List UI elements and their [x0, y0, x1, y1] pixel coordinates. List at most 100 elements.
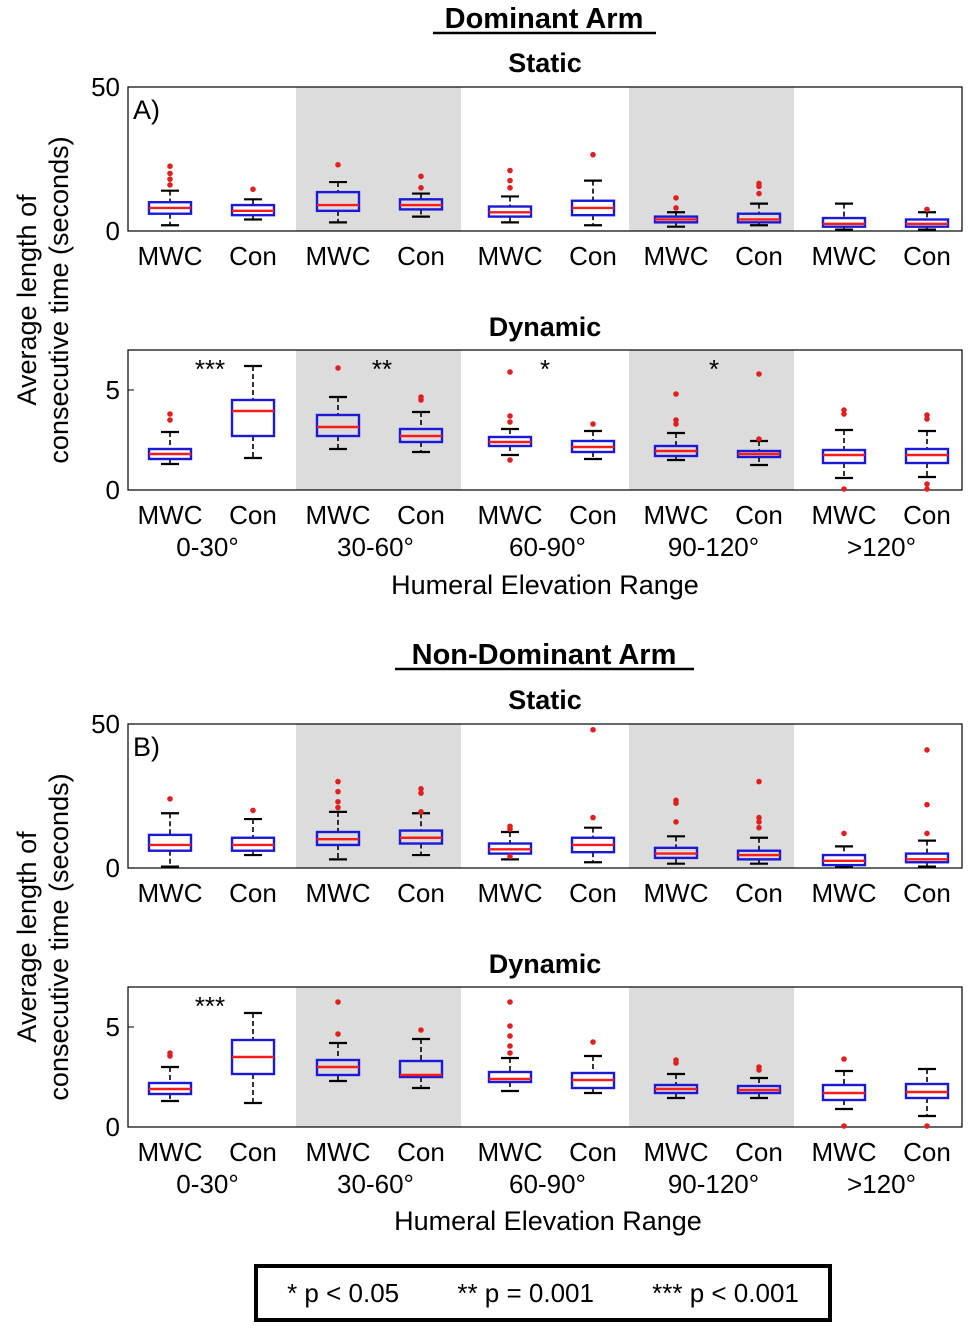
- outlier-point: [924, 481, 930, 487]
- box->120°-Con: [904, 747, 950, 868]
- outlier-point: [673, 1057, 679, 1063]
- outlier-point: [335, 1031, 341, 1037]
- shaded-band-90-120°: [629, 87, 794, 231]
- shaded-band-30-60°: [296, 350, 461, 490]
- outlier-point: [590, 151, 596, 158]
- svg-text:Average length of: Average length of: [12, 194, 42, 406]
- box-30-60°-Con: [398, 1027, 444, 1090]
- box-60-90°-MWC: [487, 369, 533, 463]
- chart-panel-1: Static 0 50 A) MWC Con MWC Con MWC Con MWC Con MWC Co…: [91, 48, 963, 271]
- outlier-point: [167, 176, 173, 182]
- x-tick-label-mwc: MWC: [478, 241, 543, 271]
- svg-text:consecutive time (seconds): consecutive time (seconds): [44, 773, 74, 1100]
- shaded-band-90-120°: [629, 987, 794, 1127]
- y-tick-label: 50: [91, 72, 120, 102]
- x-tick-label-con: Con: [569, 241, 617, 271]
- outlier-point: [167, 796, 173, 802]
- legend-item-p05: * p < 0.05: [287, 1277, 400, 1308]
- outlier-point: [335, 778, 341, 785]
- legend-item-p0001: *** p < 0.001: [652, 1277, 799, 1308]
- outlier-point: [924, 830, 930, 837]
- outlier-point: [507, 853, 513, 860]
- box-iqr: [821, 216, 867, 228]
- significance-marker: ***: [195, 991, 225, 1021]
- x-tick-label-con: Con: [903, 878, 951, 908]
- x-tick-label-con: Con: [903, 1137, 951, 1167]
- box-0-30°-Con: [230, 1011, 276, 1105]
- box->120°-Con: [904, 206, 950, 231]
- x-tick-label-con: Con: [397, 878, 445, 908]
- outlier-point: [418, 173, 424, 180]
- range-label: 30-60°: [337, 1169, 414, 1199]
- outlier-point: [507, 823, 513, 830]
- x-tick-label-con: Con: [229, 878, 277, 908]
- outlier-point: [507, 167, 513, 174]
- x-tick-label-con: Con: [735, 1137, 783, 1167]
- x-tick-label-mwc: MWC: [478, 878, 543, 908]
- box-30-60°-Con: [398, 786, 444, 857]
- box-iqr: [821, 448, 867, 465]
- x-tick-label-con: Con: [735, 878, 783, 908]
- x-tick-label-con: Con: [229, 241, 277, 271]
- outlier-point: [507, 1033, 513, 1039]
- box->120°-MWC: [821, 407, 867, 492]
- axes-frame: [127, 349, 963, 491]
- outlier-point: [335, 365, 341, 371]
- y-axis-label-a: Average length of consecutive time (seco…: [12, 136, 74, 463]
- outlier-point: [756, 824, 762, 831]
- box-0-30°-Con: [230, 807, 276, 857]
- shaded-band-30-60°: [296, 987, 461, 1127]
- range-label: 0-30°: [176, 532, 238, 562]
- y-tick-label: 0: [106, 1112, 120, 1142]
- range-label: 60-90°: [509, 1169, 586, 1199]
- outlier-point: [673, 195, 679, 201]
- x-tick-label-mwc: MWC: [138, 1137, 203, 1167]
- outlier-point: [167, 182, 173, 188]
- x-tick-label-mwc: MWC: [138, 878, 203, 908]
- outlier-point: [335, 999, 341, 1005]
- box-30-60°-Con: [398, 173, 444, 218]
- range-label: 30-60°: [337, 532, 414, 562]
- outlier-point: [590, 1039, 596, 1045]
- box-90-120°-Con: [736, 1064, 782, 1100]
- outlier-point: [756, 814, 762, 821]
- outlier-point: [507, 419, 513, 425]
- x-axis-label-b: Humeral Elevation Range: [394, 1206, 702, 1236]
- axes-frame: [127, 723, 963, 869]
- svg-text:consecutive time (seconds): consecutive time (seconds): [44, 136, 74, 463]
- box-iqr: [315, 413, 361, 438]
- range-label: 60-90°: [509, 532, 586, 562]
- outlier-point: [418, 185, 424, 191]
- outlier-point: [756, 1064, 762, 1070]
- y-tick-label: 5: [106, 375, 120, 405]
- outlier-point: [756, 190, 762, 197]
- panel-title: Static: [508, 48, 582, 78]
- box-30-60°-MWC: [315, 999, 361, 1083]
- outlier-point: [673, 205, 679, 211]
- box-iqr: [230, 398, 276, 438]
- x-tick-label-con: Con: [735, 241, 783, 271]
- x-tick-label-mwc: MWC: [812, 1137, 877, 1167]
- x-tick-label-con: Con: [397, 241, 445, 271]
- outlier-point: [418, 786, 424, 792]
- outlier-point: [841, 1056, 847, 1062]
- x-tick-label-mwc: MWC: [644, 500, 709, 530]
- box-30-60°-MWC: [315, 161, 361, 224]
- outlier-point: [590, 726, 596, 733]
- outlier-point: [924, 1123, 930, 1129]
- x-tick-label-con: Con: [229, 500, 277, 530]
- panel-title: Static: [508, 685, 582, 715]
- outlier-point: [507, 185, 513, 191]
- x-tick-label-mwc: MWC: [812, 878, 877, 908]
- box-30-60°-MWC: [315, 778, 361, 861]
- panel-label: A): [133, 95, 160, 125]
- outlier-point: [841, 407, 847, 413]
- box-iqr: [736, 212, 782, 224]
- outlier-point: [507, 1050, 513, 1056]
- section-title-non-dominant: Non-Dominant Arm: [412, 639, 677, 671]
- range-label: 0-30°: [176, 1169, 238, 1199]
- outlier-point: [756, 778, 762, 785]
- panel-title: Dynamic: [489, 949, 602, 979]
- box->120°-Con: [904, 412, 950, 492]
